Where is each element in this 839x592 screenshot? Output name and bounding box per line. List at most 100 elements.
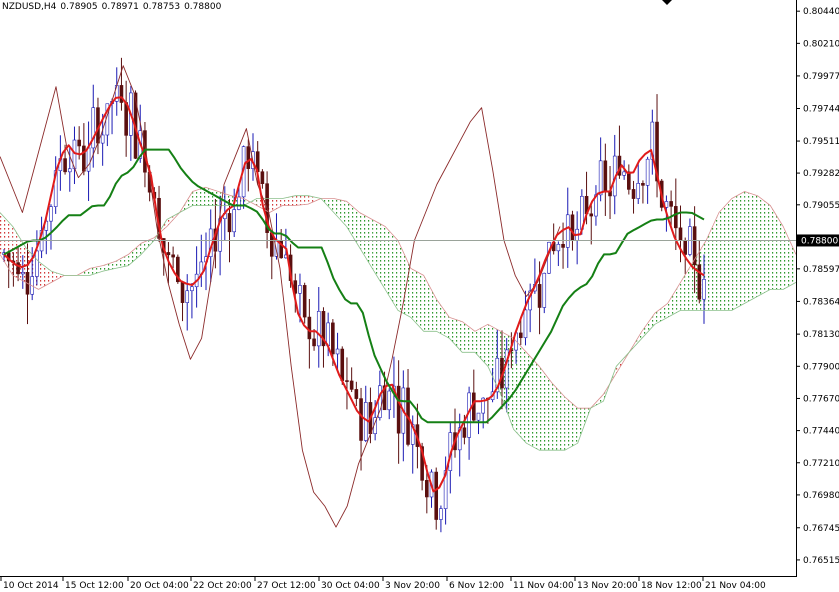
x-tick-label: 11 Nov 04:00 (513, 581, 574, 591)
candle-body (316, 311, 321, 347)
cloud-segment (680, 261, 694, 311)
y-tick-label: 0.76980 (803, 491, 839, 501)
x-tick-label: 20 Oct 04:00 (130, 581, 189, 591)
candle-body (86, 147, 91, 172)
candle-body (293, 280, 298, 294)
candle-body (237, 196, 241, 210)
cloud-segment (783, 226, 796, 290)
cloud-segment (770, 205, 784, 290)
candle-body (35, 250, 39, 277)
y-tick-label: 0.79282 (803, 169, 839, 179)
candle-body (655, 121, 659, 182)
kijun-sen-line (3, 148, 705, 424)
y-tick-label: 0.79744 (803, 104, 839, 114)
cloud-segment (564, 397, 578, 451)
x-tick-label: 21 Nov 04:00 (705, 581, 766, 591)
cloud-segment (192, 187, 206, 206)
candle-body (49, 206, 53, 222)
price-axis-labels: 0.80440 0.80210 0.79977 0.79744 0.79511 0.792… (796, 7, 839, 566)
candle-body (518, 332, 523, 339)
candle-body (622, 171, 626, 176)
current-price-tag: 0.78800 (797, 234, 839, 247)
cloud-segment (539, 366, 553, 451)
y-tick-label: 0.76515 (803, 556, 839, 566)
y-tick-label: 0.76745 (803, 524, 839, 534)
low-value: 0.78753 (142, 2, 181, 12)
candle-body (481, 397, 485, 414)
candle-body (246, 146, 251, 169)
cloud-segment (436, 299, 450, 339)
cloud-segment (308, 195, 321, 205)
candle-body (340, 348, 345, 381)
candle-body (645, 158, 650, 186)
candle-body (77, 139, 81, 147)
cloud-segment (526, 352, 540, 451)
scroll-marker-icon[interactable] (662, 0, 672, 5)
candle-body (176, 256, 180, 283)
cloud-segment (372, 219, 386, 290)
cloud-segment (552, 383, 565, 451)
candle-body (349, 380, 354, 390)
cloud-segment (423, 275, 437, 332)
senkou-span-b-line (0, 195, 797, 451)
candle-body (523, 309, 528, 339)
candle-body (302, 285, 307, 318)
candle-body (227, 213, 232, 233)
high-value: 0.78971 (101, 2, 139, 12)
candle-body (20, 272, 25, 275)
current-price-label: 0.78800 (801, 236, 838, 246)
candle-body (565, 214, 570, 248)
x-tick-label: 22 Oct 20:00 (193, 581, 252, 591)
cloud-segment (269, 198, 283, 213)
chart-header: NZDUSD,H4 0.78905 0.78971 0.78753 0.78800 (2, 2, 225, 12)
candle-body (627, 171, 631, 190)
x-tick-label: 3 Nov 20:00 (385, 581, 440, 591)
cloud-segment (128, 243, 142, 266)
candle-body (678, 227, 683, 241)
candle-body (232, 209, 237, 233)
candle-body (697, 264, 702, 300)
candle-body (396, 385, 401, 434)
y-tick-label: 0.78597 (803, 265, 839, 275)
y-tick-label: 0.79055 (803, 201, 839, 211)
x-tick-label: 27 Oct 12:00 (257, 581, 316, 591)
candle-body (119, 85, 124, 103)
candle-body (420, 446, 424, 481)
candle-body (674, 206, 678, 229)
x-tick-label: 30 Oct 04:00 (321, 581, 380, 591)
candle-body (185, 290, 190, 303)
candle-body (82, 145, 86, 172)
cloud-segment (706, 212, 719, 311)
candle-body (439, 508, 443, 520)
candle-body (354, 389, 359, 399)
open-value: 0.78905 (60, 2, 98, 12)
candle-body (321, 311, 326, 347)
candle-body (570, 214, 575, 241)
candle-body (457, 427, 462, 451)
candle-body (91, 107, 96, 149)
close-value: 0.78800 (184, 2, 222, 12)
candle-body (279, 240, 283, 259)
candlesticks (2, 57, 706, 533)
candle-body (260, 171, 265, 184)
cloud-segment (38, 261, 52, 290)
chikou-span-line (0, 65, 561, 528)
candle-body (669, 201, 673, 207)
cloud-segment (295, 195, 309, 206)
symbol-label: NZDUSD,H4 (2, 2, 57, 12)
x-tick-label: 6 Nov 12:00 (449, 581, 504, 591)
cloud-segment (513, 338, 527, 444)
candle-body (67, 168, 72, 173)
candle-body (556, 243, 561, 252)
candle-body (171, 254, 175, 258)
y-tick-label: 0.80440 (803, 7, 839, 17)
candle-body (298, 285, 302, 294)
candle-body (683, 240, 688, 255)
cloud-segment (641, 313, 655, 339)
candle-body (692, 226, 697, 266)
y-tick-label: 0.77210 (803, 459, 839, 469)
x-tick-label: 18 Nov 12:00 (641, 581, 702, 591)
y-tick-label: 0.78130 (803, 330, 839, 340)
candle-body (495, 357, 500, 393)
